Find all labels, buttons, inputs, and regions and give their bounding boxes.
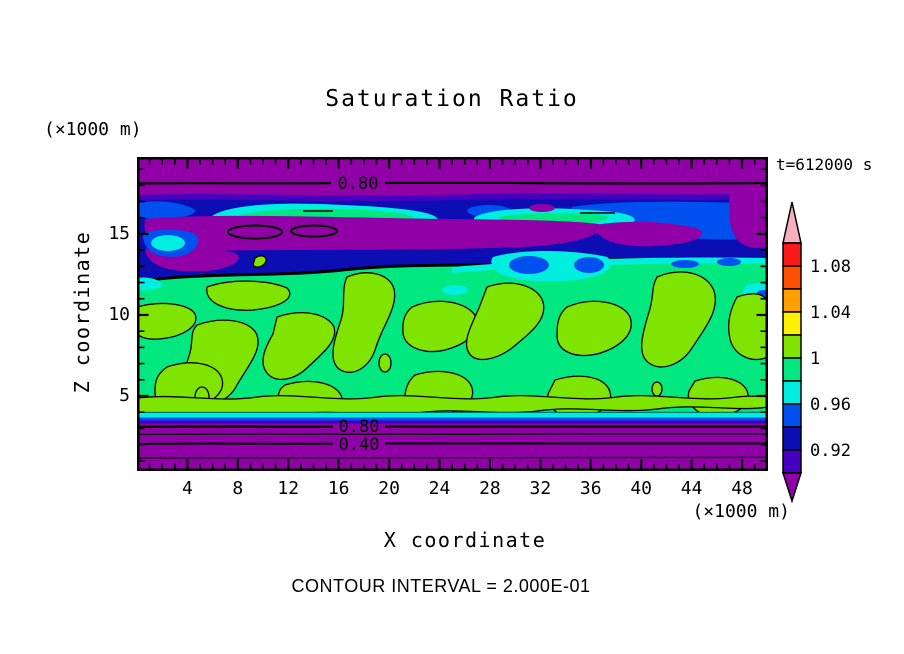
colorbar-cell: [782, 334, 802, 359]
plot-frame: [137, 157, 768, 471]
colorbar-cell: [782, 403, 802, 428]
x-tick-label: 44: [680, 478, 703, 499]
contour-field: [137, 157, 768, 471]
x-tick-label: 40: [630, 478, 653, 499]
colorbar-tick-label: 0.96: [810, 395, 851, 415]
x-tick-label: 32: [529, 478, 552, 499]
time-annotation: t=612000 s: [776, 155, 873, 174]
y-tick-label: 15: [108, 222, 130, 244]
contour-value-label: 0.40: [339, 435, 380, 455]
x-tick-label: 16: [327, 478, 350, 499]
x-tick-label: 8: [232, 478, 244, 499]
colorbar-labels: 1.08 1.04 1 0.96 0.92: [810, 257, 851, 461]
colorbar-cell: [782, 242, 802, 267]
x-tick-label: 48: [731, 478, 753, 499]
colorbar-under-arrow: [781, 472, 803, 504]
closed-contour-0.8: [227, 224, 283, 240]
colorbar: 1.08 1.04 1 0.96 0.92: [781, 201, 851, 504]
colorbar-cell: [782, 288, 802, 313]
x-tick-label: 4: [181, 478, 193, 499]
x-axis-title: X coordinate: [383, 528, 547, 552]
colorbar-tick-label: 0.92: [810, 441, 851, 461]
x-axis-unit-label: (×1000 m): [692, 501, 790, 522]
colorbar-tick-label: 1: [810, 349, 820, 369]
colorbar-cell: [782, 449, 802, 474]
x-tick-label: 24: [428, 478, 451, 499]
contour-value-label: 0.80: [338, 174, 379, 194]
colorbar-tick-label: 1.04: [810, 303, 851, 323]
x-tick-label: 28: [479, 478, 501, 499]
colorbar-cells: [781, 201, 803, 504]
y-tick-label: 5: [119, 384, 130, 406]
colorbar-tick-label: 1.08: [810, 257, 851, 277]
contour-value-label: 0.80: [339, 417, 380, 437]
contour-interval-note: CONTOUR INTERVAL = 2.000E-01: [291, 576, 591, 596]
y-axis-unit-label: (×1000 m): [44, 119, 142, 140]
top-line-contour: [137, 181, 768, 185]
colorbar-cell: [782, 426, 802, 451]
bottom-line-contours: [137, 425, 768, 459]
x-tick-label: 20: [378, 478, 400, 499]
x-tick-label: 36: [579, 478, 602, 499]
axis-tick-marks: [139, 159, 766, 469]
contour-plot-area: 0.800.800.40: [137, 157, 768, 471]
supersaturated-cells: [137, 255, 768, 419]
closed-contour-0.8: [290, 224, 338, 238]
colorbar-cell: [782, 380, 802, 405]
colorbar-cell: [782, 311, 802, 336]
y-tick-label: 10: [108, 303, 130, 325]
colorbar-cell: [782, 265, 802, 290]
chart-title: Saturation Ratio: [325, 86, 579, 112]
x-tick-label: 12: [277, 478, 300, 499]
contour-line-labels: 0.800.800.40: [338, 174, 380, 455]
colorbar-cell: [782, 357, 802, 382]
colorbar-over-arrow: [782, 201, 802, 244]
